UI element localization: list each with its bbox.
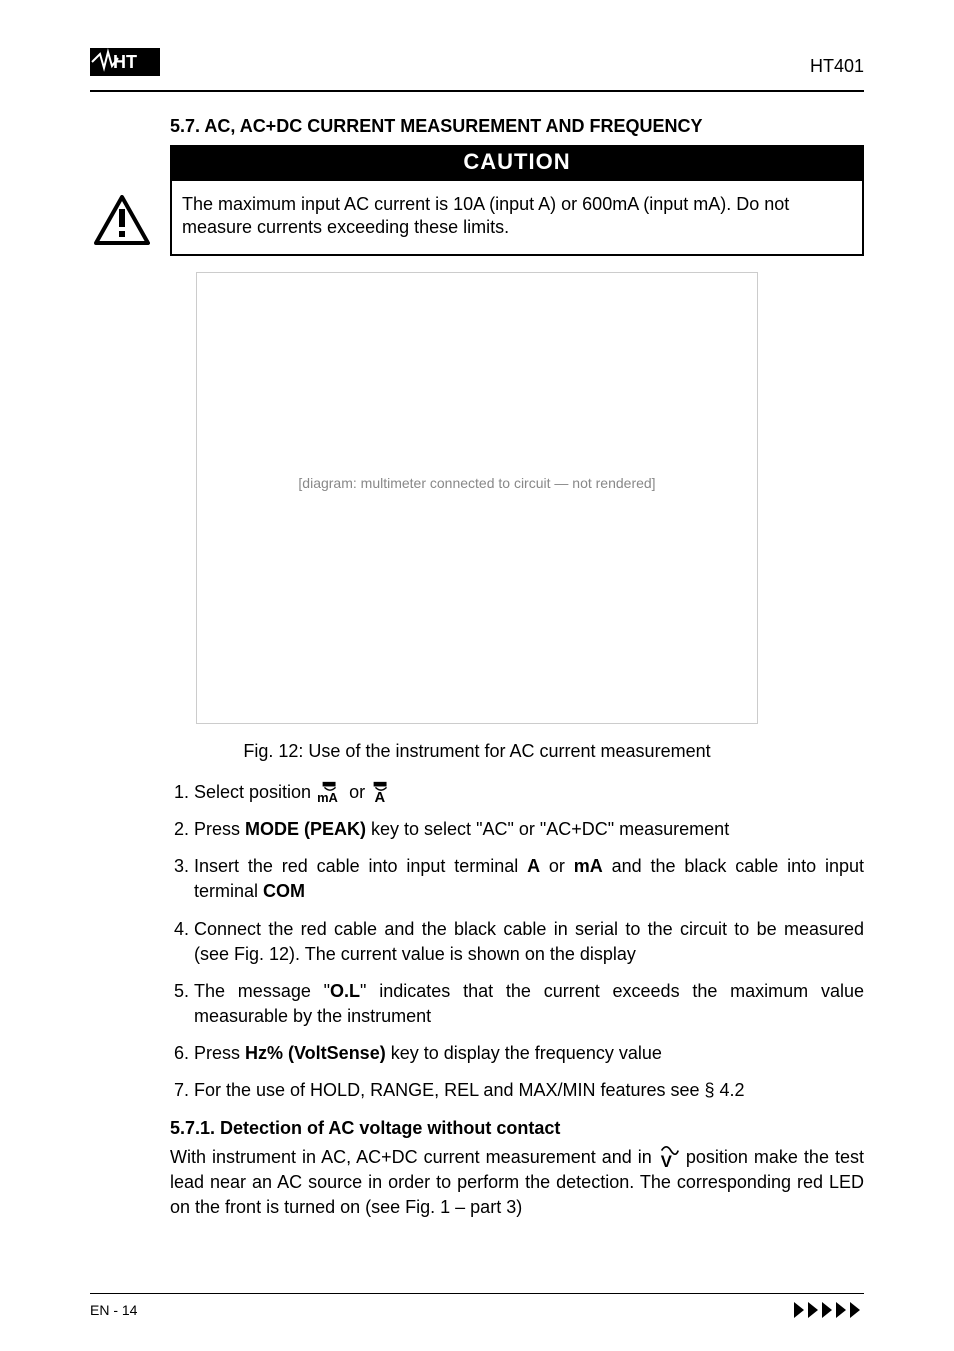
page-number-label: EN - 14 (90, 1302, 137, 1318)
procedure-steps-list: Select position mA or A Press MODE (PEAK… (170, 780, 864, 1104)
detection-text-a: With instrument in AC, AC+DC current mea… (170, 1147, 658, 1167)
page-footer: EN - 14 (90, 1293, 864, 1321)
product-model-label: HT401 (810, 56, 864, 77)
detection-subsection-title: 5.7.1. Detection of AC voltage without c… (170, 1118, 864, 1139)
step-2-text-b: key to select "AC" or "AC+DC" measuremen… (366, 819, 729, 839)
step-4: Connect the red cable and the black cabl… (194, 917, 864, 967)
step-4-text: Connect the red cable and the black cabl… (194, 919, 864, 964)
step-3-bold-a: A (527, 856, 540, 876)
step-3: Insert the red cable into input terminal… (194, 854, 864, 904)
caution-body-text: The maximum input AC current is 10A (inp… (170, 181, 864, 256)
warning-triangle-icon (94, 195, 150, 245)
step-2-text-a: Press (194, 819, 245, 839)
step-2-key: MODE (PEAK) (245, 819, 366, 839)
step-6-text-b: key to display the frequency value (386, 1043, 662, 1063)
section-title: 5.7. AC, AC+DC CURRENT MEASUREMENT AND F… (170, 116, 864, 137)
step-2: Press MODE (PEAK) key to select "AC" or … (194, 817, 864, 842)
step-5: The message "O.L" indicates that the cur… (194, 979, 864, 1029)
v-ac-mode-icon: V (658, 1145, 680, 1169)
step-1: Select position mA or A (194, 780, 864, 805)
step-1-text-a: Select position (194, 782, 316, 802)
svg-text:V: V (661, 1152, 672, 1169)
caution-block: CAUTION The maximum input AC current is … (170, 145, 864, 256)
page-header: HT HT401 (90, 46, 864, 92)
step-6-text-a: Press (194, 1043, 245, 1063)
figure-caption: Fig. 12: Use of the instrument for AC cu… (90, 741, 864, 762)
svg-text:mA: mA (317, 790, 338, 804)
step-5-text-a: The message " (194, 981, 330, 1001)
step-7-text: For the use of HOLD, RANGE, REL and MAX/… (194, 1080, 745, 1100)
a-mode-icon: A (370, 780, 392, 804)
step-3-bold-c: COM (263, 881, 305, 901)
figure-diagram-placeholder: [diagram: multimeter connected to circui… (196, 272, 758, 724)
step-3-text-b: or (540, 856, 574, 876)
step-6-key: Hz% (VoltSense) (245, 1043, 386, 1063)
step-3-text-a: Insert the red cable into input terminal (194, 856, 527, 876)
step-7: For the use of HOLD, RANGE, REL and MAX/… (194, 1078, 864, 1103)
svg-text:A: A (375, 790, 386, 804)
figure-placeholder-note: [diagram: multimeter connected to circui… (197, 475, 757, 491)
step-3-bold-b: mA (574, 856, 603, 876)
figure-container: [diagram: multimeter connected to circui… (90, 272, 864, 729)
step-6: Press Hz% (VoltSense) key to display the… (194, 1041, 864, 1066)
detection-body: With instrument in AC, AC+DC current mea… (170, 1145, 864, 1221)
svg-text:HT: HT (113, 52, 137, 72)
brand-logo: HT (90, 42, 160, 82)
step-5-bold: O.L (330, 981, 360, 1001)
ma-mode-icon: mA (316, 780, 344, 804)
footer-arrows-icon (794, 1302, 864, 1321)
step-1-text-b: or (349, 782, 370, 802)
caution-header: CAUTION (170, 145, 864, 181)
